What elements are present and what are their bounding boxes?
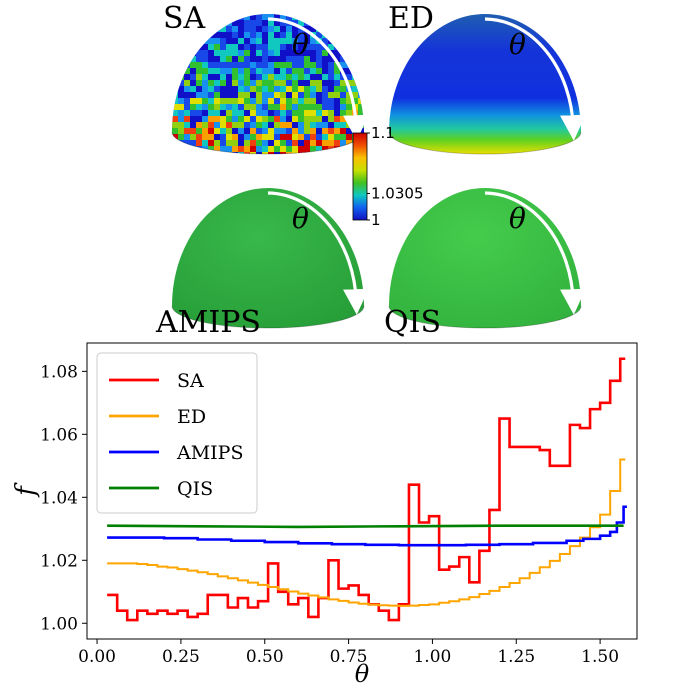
y-tick-label: 1.08 [40, 362, 78, 382]
x-tick-label: 0.75 [330, 647, 368, 667]
legend-box [96, 352, 258, 514]
series-line-ed [107, 458, 626, 607]
legend-label: SA [177, 370, 204, 392]
legend-label: AMIPS [176, 442, 243, 464]
dome-surface [389, 14, 581, 154]
theta-arrow [267, 191, 369, 315]
series-lines [107, 357, 627, 622]
hemisphere-qis: θ QIS [384, 188, 586, 340]
theta-label: θ [292, 28, 309, 61]
theta-arrow [484, 191, 586, 315]
x-tick-label: 0.50 [246, 647, 284, 667]
hemisphere-sa: θ SA [163, 1, 369, 155]
y-tick-label: 1.06 [40, 425, 78, 445]
hemisphere-ed: θ ED [388, 1, 586, 155]
colorbar-tick-label: 1.1 [371, 124, 395, 142]
y-tick-label: 1.02 [40, 551, 78, 571]
hemisphere-label: ED [388, 1, 434, 36]
series-line-amips [107, 505, 627, 547]
rim-edge [388, 131, 582, 155]
x-tick-label: 1.50 [581, 647, 619, 667]
theta-label: θ [292, 202, 309, 235]
theta-arrow [267, 17, 369, 141]
theta-arrow [484, 17, 586, 141]
plot-frame [86, 342, 638, 640]
hemisphere-label: SA [163, 1, 206, 36]
dome-surface [389, 188, 581, 328]
x-tick-label: 1.25 [497, 647, 535, 667]
series-line-qis [107, 524, 624, 529]
y-tick-label: 1.00 [40, 614, 78, 634]
y-axis-label: f [11, 482, 41, 498]
colorbar-tick-label: 1.0305 [371, 184, 424, 202]
rim-edge [388, 305, 582, 329]
colorbar-scale [352, 132, 368, 221]
theta-label: θ [509, 202, 526, 235]
x-axis-label: θ [355, 660, 370, 686]
dome-surface [172, 188, 364, 328]
series-line-sa [107, 357, 626, 622]
legend: SA ED AMIPS QIS [96, 352, 258, 514]
rim-edge [171, 305, 365, 329]
legend-label: QIS [177, 478, 213, 500]
x-tick-label: 0.25 [162, 647, 200, 667]
hemisphere-label: QIS [384, 305, 441, 340]
hemisphere-label: AMIPS [155, 305, 261, 340]
legend-label: ED [177, 406, 206, 428]
x-tick-label: 1.00 [413, 647, 451, 667]
theta-label: θ [509, 28, 526, 61]
hemisphere-amips: θ AMIPS [155, 188, 369, 340]
colorbar-tick-label: 1 [371, 211, 381, 229]
y-tick-label: 1.04 [40, 488, 78, 508]
x-tick-label: 0.00 [78, 647, 116, 667]
